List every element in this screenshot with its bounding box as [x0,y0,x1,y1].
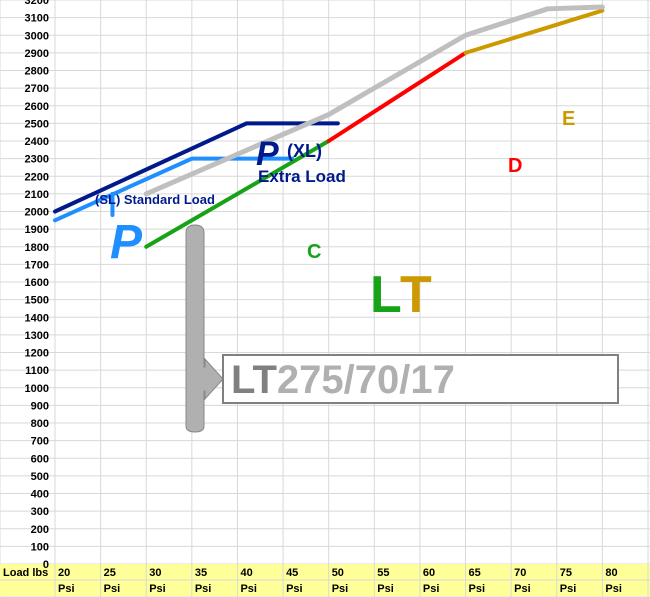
x-tick-value: 55 [377,567,389,579]
label-c_lbl: C [307,241,321,263]
x-tick-unit: Psi [469,583,486,595]
y-tick-label: 2900 [25,48,49,60]
x-tick-unit: Psi [560,583,577,595]
x-tick-value: 40 [240,567,252,579]
y-tick-label: 1400 [25,312,49,324]
x-tick-unit: Psi [332,583,349,595]
y-tick-label: 3200 [25,0,49,7]
x-tick-value: 70 [514,567,526,579]
label-lt_T: T [400,266,432,324]
x-tick-unit: Psi [605,583,622,595]
y-tick-label: 400 [31,489,49,501]
x-tick-unit: Psi [104,583,121,595]
y-tick-label: 600 [31,453,49,465]
x-tick-value: 25 [104,567,116,579]
y-tick-label: 3000 [25,30,49,42]
y-tick-label: 300 [31,506,49,518]
x-tick-unit: Psi [149,583,166,595]
y-tick-label: 500 [31,471,49,483]
x-tick-value: 50 [332,567,344,579]
x-tick-unit: Psi [286,583,303,595]
y-tick-label: 1300 [25,330,49,342]
y-tick-label: 2200 [25,171,49,183]
x-tick-unit: Psi [514,583,531,595]
x-tick-unit: Psi [240,583,257,595]
chart-svg: 0100200300400500600700800900100011001200… [0,0,650,597]
y-tick-label: 1800 [25,242,49,254]
y-tick-label: 800 [31,418,49,430]
y-tick-label: 2500 [25,118,49,130]
x-tick-value: 20 [58,567,70,579]
x-tick-value: 65 [469,567,481,579]
x-tick-unit: Psi [377,583,394,595]
y-tick-label: 700 [31,436,49,448]
chart-container: 0100200300400500600700800900100011001200… [0,0,650,597]
y-tick-label: 100 [31,541,49,553]
y-tick-label: 1900 [25,224,49,236]
y-tick-label: 2400 [25,136,49,148]
x-tick-value: 60 [423,567,435,579]
y-tick-label: 200 [31,524,49,536]
x-tick-unit: Psi [423,583,440,595]
tire-size-text: LT275/70/17 [231,358,455,402]
x-tick-unit: Psi [195,583,212,595]
y-tick-label: 1200 [25,348,49,360]
label-xl_paren: (XL) [287,141,322,161]
y-tick-label: 2300 [25,154,49,166]
y-tick-label: 1600 [25,277,49,289]
y-tick-label: 1000 [25,383,49,395]
y-tick-label: 1100 [25,365,49,377]
label-lt_L: L [370,266,402,324]
y-tick-label: 3100 [25,13,49,25]
y-axis-title: Load lbs [3,567,48,579]
x-tick-unit: Psi [58,583,75,595]
y-tick-label: 900 [31,400,49,412]
label-d_lbl: D [508,155,522,177]
y-tick-label: 2600 [25,101,49,113]
x-tick-value: 35 [195,567,207,579]
label-sl_text: (SL) Standard Load [95,192,215,207]
y-tick-label: 2100 [25,189,49,201]
label-xl_text: Extra Load [258,167,346,186]
y-tick-label: 2700 [25,83,49,95]
y-tick-label: 2000 [25,207,49,219]
x-tick-value: 45 [286,567,298,579]
x-tick-value: 80 [605,567,617,579]
y-tick-label: 1500 [25,295,49,307]
x-tick-value: 75 [560,567,572,579]
label-e_lbl: E [562,108,575,130]
y-tick-label: 1700 [25,259,49,271]
y-tick-label: 2800 [25,66,49,78]
x-tick-value: 30 [149,567,161,579]
label-big_P: P [110,216,143,269]
